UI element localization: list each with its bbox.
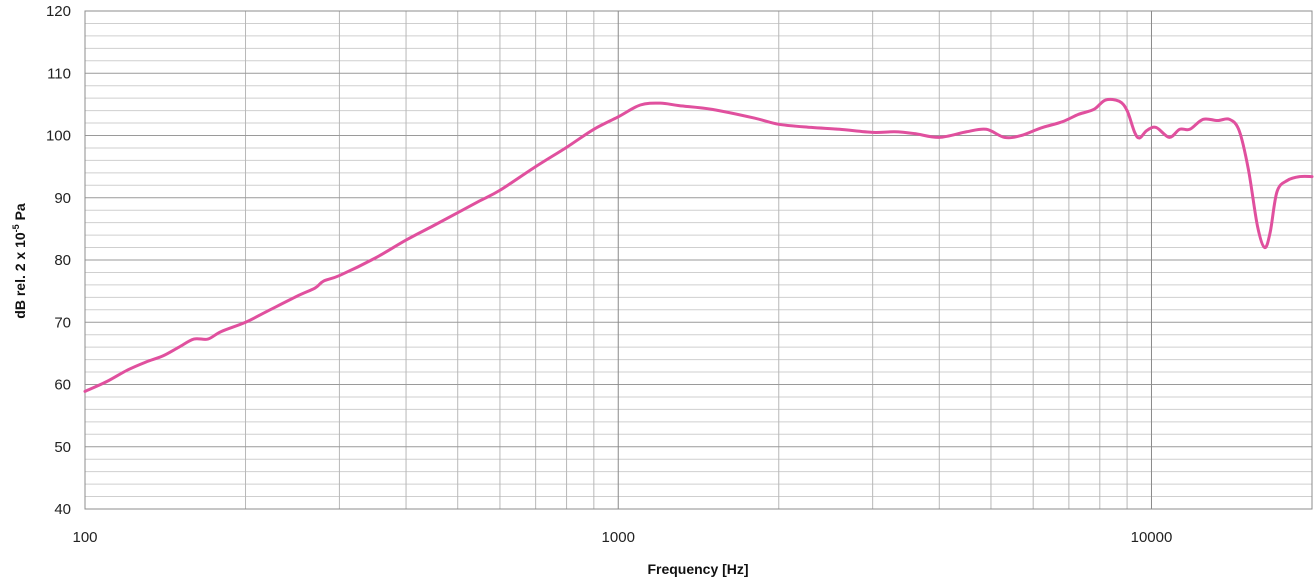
y-tick-label: 40 — [54, 501, 71, 518]
y-tick-label: 50 — [54, 439, 71, 456]
series-layer — [83, 97, 1314, 393]
y-axis-title-unit: Pa — [12, 203, 28, 224]
minor-gridlines — [85, 11, 1313, 509]
x-axis-title: Frequency [Hz] — [647, 561, 748, 577]
x-tick-label: 10000 — [1131, 529, 1173, 546]
y-tick-label: 120 — [46, 3, 71, 20]
y-tick-label: 110 — [47, 65, 71, 82]
y-tick-label: 100 — [46, 128, 71, 145]
y-tick-label: 60 — [54, 377, 71, 394]
y-axis-title-exponent: -5 — [11, 224, 21, 232]
y-axis-title: dB rel. 2 x 10-5 Pa — [11, 203, 28, 319]
y-tick-label: 90 — [54, 190, 71, 207]
series-line — [83, 97, 1314, 393]
x-axis-tick-labels: 100 1000 10000 — [72, 529, 1172, 546]
y-tick-label: 70 — [54, 314, 71, 331]
y-axis-title-main: dB rel. 2 x 10 — [12, 232, 28, 319]
y-tick-label: 80 — [54, 252, 71, 269]
y-axis-tick-labels: 40 50 60 70 80 90 100 110 120 — [46, 3, 71, 518]
x-tick-label: 1000 — [602, 529, 635, 546]
plot-area-border — [84, 10, 1313, 510]
x-tick-label: 100 — [72, 529, 97, 546]
